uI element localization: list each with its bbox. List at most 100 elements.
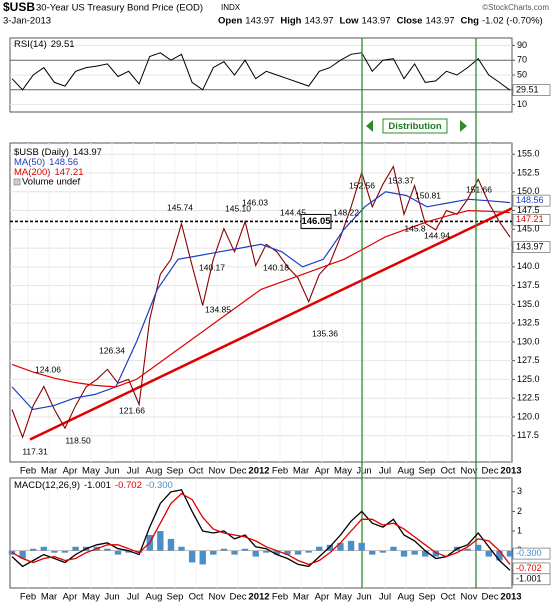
price-annotation: 150.81 [415, 190, 441, 200]
date: 3-Jan-2013 [3, 16, 51, 27]
y-tick-label: 117.5 [517, 430, 539, 440]
x-tick-label: Jun [104, 592, 119, 603]
last-value: 143.97 [516, 241, 544, 251]
x-tick-label: Jul [127, 466, 139, 477]
y-tick-label: 130.0 [517, 336, 540, 346]
x-tick-label: Oct [189, 592, 204, 603]
histogram-bar [61, 550, 69, 553]
histogram-bar [178, 546, 185, 551]
price-annotation: 140.18 [263, 262, 289, 272]
histogram-bar [400, 550, 408, 557]
support-label-box [300, 213, 332, 229]
histogram-bar [231, 550, 238, 555]
price-annotation: 135.36 [312, 328, 338, 338]
price-annotation: 118.50 [65, 435, 91, 445]
x-tick-label: Aug [146, 466, 163, 477]
x-tick-label: Mar [293, 466, 309, 477]
histogram-bar [422, 550, 429, 557]
panel-frame [9, 477, 513, 589]
x-tick-label: 2013 [500, 466, 521, 477]
x-tick-label: Aug [398, 592, 415, 603]
histogram-bar [72, 546, 79, 551]
x-tick-label: May [334, 592, 352, 603]
x-tick-label: Feb [20, 466, 36, 477]
x-tick-label: 2012 [248, 466, 269, 477]
histogram-bar [51, 550, 58, 553]
histogram-bar [40, 546, 47, 551]
histogram-bar [337, 542, 344, 551]
y-tick-label: 132.5 [517, 318, 540, 328]
last-value: -1.001 [516, 574, 542, 584]
x-tick-label: Jul [379, 592, 391, 603]
histogram-bar [379, 550, 387, 553]
arrow-left [366, 120, 373, 132]
quote-value: -1.02 (-0.70%) [482, 16, 543, 27]
x-tick-label: Nov [461, 466, 478, 477]
x-tick-label: Nov [461, 592, 478, 603]
price-annotation: 145.10 [225, 203, 251, 213]
x-tick-label: Jun [356, 592, 371, 603]
x-tick-label: Aug [398, 466, 415, 477]
histogram-bar [19, 550, 26, 559]
x-tick-label: Sep [167, 592, 184, 603]
x-tick-label: May [82, 466, 100, 477]
x-tick-label: Sep [167, 466, 184, 477]
quote-label: Open [218, 16, 242, 27]
histogram-bar [188, 550, 196, 563]
price-annotation: 140.17 [199, 262, 225, 272]
last-value-box [512, 241, 551, 253]
trendline [29, 207, 513, 441]
support-label: 146.05 [301, 216, 331, 227]
x-tick-label: Feb [20, 592, 36, 603]
x-tick-label: Jul [127, 592, 139, 603]
histogram-bar [30, 548, 37, 551]
legend-value: 148.56 [49, 157, 78, 168]
exchange: INDX [221, 3, 241, 12]
legend-value: 143.97 [73, 147, 102, 158]
y-tick-label: 1 [517, 525, 522, 535]
quote-label: Chg [461, 16, 480, 27]
y-tick-label: 50 [517, 69, 527, 79]
histogram-bar [199, 550, 206, 565]
x-tick-label: 2012 [248, 592, 269, 603]
histogram-bar [485, 550, 492, 557]
x-tick-label: Jun [356, 466, 371, 477]
histogram-bar [326, 544, 334, 551]
histogram-bar [475, 544, 482, 551]
x-tick-label: Apr [315, 592, 330, 603]
quote-label: Close [397, 16, 423, 27]
histogram-bar [273, 550, 281, 555]
histogram-bar [135, 550, 143, 553]
price-annotation: 117.31 [22, 446, 48, 456]
price-annotation: 145.8 [404, 223, 426, 233]
x-tick-label: Dec [482, 592, 499, 603]
x-tick-label: Jun [104, 466, 119, 477]
x-tick-label: Jul [379, 466, 391, 477]
histogram-bar [316, 546, 323, 551]
last-value-box [512, 84, 551, 96]
histogram-bar [220, 548, 228, 551]
price-annotation: 145.74 [167, 202, 193, 212]
x-tick-label: Apr [63, 592, 78, 603]
histogram-bar [347, 540, 355, 551]
price-annotation: 153.37 [388, 175, 414, 185]
x-tick-label: Sep [419, 466, 436, 477]
credit: ©StockCharts.com [482, 3, 549, 12]
last-value: 148.56 [516, 195, 544, 205]
histogram-bar [464, 548, 471, 551]
distribution-label: Distribution [388, 121, 441, 132]
volume-swatch [13, 178, 21, 186]
price-annotation: 121.66 [119, 405, 145, 415]
histogram-bar [432, 550, 440, 557]
series-line [11, 165, 511, 439]
series-line [11, 52, 511, 91]
volume-label: Volume undef [22, 177, 80, 188]
legend-name: MACD(12,26,9) [14, 480, 80, 491]
last-value-box [512, 213, 551, 226]
quote-label: High [280, 16, 301, 27]
histogram-bar [104, 548, 111, 551]
x-tick-label: Feb [272, 592, 288, 603]
